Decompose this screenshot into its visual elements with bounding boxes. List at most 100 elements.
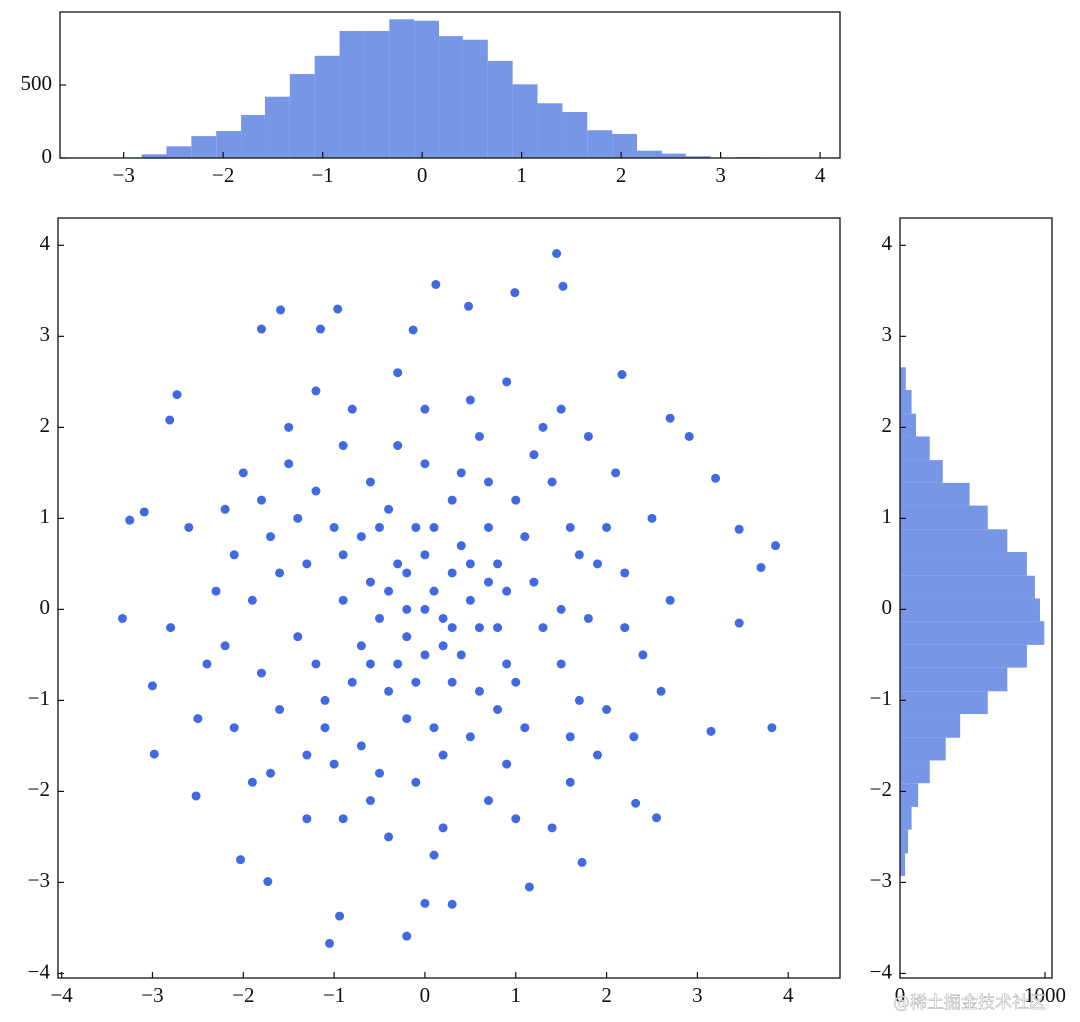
scatter-point [617, 370, 627, 380]
histogram-bar [900, 505, 988, 530]
scatter-point [431, 279, 441, 289]
scatter-point [408, 325, 418, 335]
scatter-point [293, 632, 303, 642]
histogram-bar [191, 136, 217, 158]
scatter-point [384, 586, 394, 596]
scatter-point [465, 395, 475, 405]
scatter-point [229, 723, 239, 733]
histogram-bar [241, 114, 265, 158]
x-tick-label: 1 [511, 983, 522, 1007]
scatter-point [338, 814, 348, 824]
scatter-point [552, 248, 562, 258]
y-tick-label: 2 [882, 413, 893, 437]
scatter-point [511, 814, 521, 824]
histogram-bar [339, 30, 365, 159]
scatter-point [631, 798, 641, 808]
scatter-point [139, 507, 149, 517]
scatter-point [375, 768, 385, 778]
histogram-bar [900, 667, 1008, 692]
scatter-point [193, 714, 203, 724]
scatter-point [602, 704, 612, 714]
histogram-bar [900, 529, 1008, 553]
scatter-point [464, 301, 474, 311]
histogram-bar [439, 36, 463, 159]
histogram-bar [900, 760, 930, 784]
watermark: @稀土掘金技术社区 [893, 993, 1046, 1013]
histogram-bar [900, 460, 943, 483]
x-tick-label: 4 [815, 163, 826, 187]
y-tick-label: 0 [882, 595, 893, 619]
x-tick-label: 0 [895, 983, 906, 1007]
scatter-point [447, 568, 457, 578]
scatter-point [502, 377, 512, 387]
histogram-bar [900, 714, 961, 738]
histogram-bar [900, 737, 946, 761]
y-tick-label: 0 [40, 595, 51, 619]
scatter-point [656, 686, 666, 696]
x-tick-label: −4 [50, 983, 73, 1007]
histogram-bar [900, 644, 1027, 668]
scatter-point [229, 550, 239, 560]
histogram-bar [462, 39, 488, 158]
scatter-point [577, 857, 587, 867]
scatter-point [484, 577, 494, 587]
scatter-point [365, 577, 375, 587]
scatter-point [302, 559, 312, 569]
scatter-point [329, 522, 339, 532]
y-tick-label: −1 [28, 686, 50, 710]
scatter-point [767, 723, 777, 733]
scatter-point [325, 938, 335, 948]
scatter-point [547, 823, 557, 833]
y-tick-label: −2 [870, 777, 892, 801]
y-tick-label: 3 [40, 322, 51, 346]
scatter-point [574, 550, 584, 560]
scatter-point [191, 791, 201, 801]
y-tick-label: −4 [28, 959, 51, 983]
scatter-point [565, 777, 575, 787]
scatter-point [365, 796, 375, 806]
x-tick-label: −2 [232, 983, 254, 1007]
scatter-point [420, 404, 430, 414]
scatter-point [238, 468, 248, 478]
scatter-point [520, 532, 530, 542]
scatter-point [620, 623, 630, 633]
scatter-point [771, 541, 781, 551]
y-tick-label: 1 [40, 504, 51, 528]
scatter-point [438, 613, 448, 623]
x-tick-label: −1 [323, 983, 345, 1007]
scatter-point [266, 532, 276, 542]
histogram-bar [512, 84, 538, 158]
histogram-bar [314, 55, 340, 158]
x-tick-label: 2 [601, 983, 612, 1007]
scatter-point [402, 714, 412, 724]
scatter-point [247, 777, 257, 787]
histogram-bar [900, 413, 916, 437]
histogram-bar [900, 829, 908, 854]
y-tick-label: 4 [882, 231, 893, 255]
scatter-point [220, 504, 230, 514]
scatter-point [456, 541, 466, 551]
x-tick-label: 0 [420, 983, 431, 1007]
y-tick-label: −4 [870, 959, 893, 983]
scatter-point [375, 522, 385, 532]
scatter-point [293, 513, 303, 523]
scatter-point [402, 632, 412, 642]
scatter-point [375, 613, 385, 623]
scatter-point [711, 473, 721, 483]
scatter-point [638, 650, 648, 660]
x-tick-label: −1 [311, 163, 333, 187]
x-tick-label: 2 [616, 163, 627, 187]
scatter-point [438, 750, 448, 760]
scatter-point [365, 477, 375, 487]
y-tick-label: 2 [40, 413, 51, 437]
scatter-point [684, 431, 694, 441]
scatter-point [117, 613, 127, 623]
scatter-point [583, 613, 593, 623]
histogram-bar [637, 150, 662, 158]
scatter-point [538, 623, 548, 633]
scatter-point [447, 495, 457, 505]
scatter-point [529, 577, 539, 587]
scatter-point [347, 677, 357, 687]
scatter-point [236, 855, 246, 865]
scatter-point [611, 468, 621, 478]
